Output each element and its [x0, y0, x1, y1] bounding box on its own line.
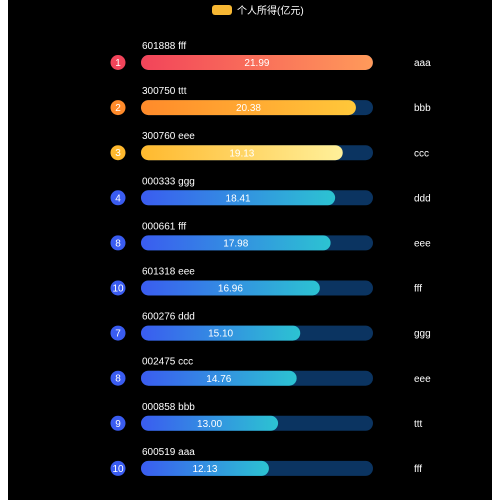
rank-badge	[110, 100, 126, 116]
rank-badge	[110, 190, 126, 206]
bar[interactable]	[141, 370, 297, 386]
bar-value-label: 18.41	[226, 193, 251, 204]
rank-number: 2	[115, 103, 121, 114]
bar-category-label: 600519 aaa	[142, 447, 195, 458]
rank-number: 3	[115, 148, 121, 159]
rank-badge	[110, 55, 126, 70]
bar-right-label: aaa	[414, 58, 431, 69]
bar[interactable]	[141, 415, 279, 431]
bar[interactable]	[141, 190, 336, 206]
rank-number: 7	[115, 329, 121, 340]
rank-number: 1	[115, 58, 121, 69]
bar[interactable]	[141, 280, 320, 296]
rank-number: 8	[115, 238, 121, 249]
bar-value-label: 12.13	[192, 464, 217, 475]
bar-row[interactable]: 601318 eee 10 16.96 fff	[110, 267, 423, 296]
bar-right-label: ddd	[414, 193, 431, 204]
bar-category-label: 601318 eee	[142, 267, 195, 278]
bar-right-label: ggg	[414, 329, 431, 340]
bar[interactable]	[141, 145, 343, 161]
rank-number: 8	[115, 374, 121, 385]
bar-value-label: 20.38	[236, 103, 261, 114]
rank-number: 9	[115, 419, 121, 430]
bar[interactable]	[141, 460, 269, 476]
bar-value-label: 17.98	[223, 239, 248, 250]
bar-category-label: 000661 fff	[142, 221, 186, 232]
rank-badge	[110, 235, 126, 251]
rank-badge	[110, 460, 126, 476]
bar-right-label: eee	[414, 374, 431, 385]
bar-row[interactable]: 300750 ttt 2 20.38 bbb	[110, 86, 432, 116]
bar-right-label: fff	[414, 284, 422, 295]
bar-value-label: 19.13	[229, 148, 254, 159]
bar[interactable]	[141, 235, 331, 251]
rank-badge	[110, 325, 126, 341]
bar-right-label: ccc	[414, 148, 429, 159]
bar-value-label: 13.00	[197, 419, 222, 430]
legend-swatch[interactable]	[212, 5, 232, 15]
bar-row[interactable]: 300760 eee 3 19.13 ccc	[110, 131, 430, 161]
rank-badge	[110, 415, 126, 431]
bar-right-label: eee	[414, 239, 431, 250]
bar-row[interactable]: 000661 fff 8 17.98 eee	[110, 221, 432, 251]
bar-value-label: 16.96	[218, 284, 243, 295]
bar-category-label: 300750 ttt	[142, 86, 187, 97]
rank-number: 4	[115, 193, 121, 204]
bar-category-label: 600276 ddd	[142, 312, 195, 323]
bar-row[interactable]: 600519 aaa 10 12.13 fff	[110, 447, 423, 476]
bar-value-label: 15.10	[208, 329, 233, 340]
bar[interactable]	[141, 100, 356, 116]
bar-category-label: 300760 eee	[142, 131, 195, 142]
rank-number: 10	[112, 284, 124, 295]
bar-row[interactable]: 000333 ggg 4 18.41 ddd	[110, 176, 431, 206]
rank-badge	[110, 280, 126, 296]
bar-value-label: 14.76	[206, 374, 231, 385]
rank-number: 10	[112, 464, 124, 475]
legend[interactable]: 个人所得(亿元)	[212, 4, 304, 17]
rank-badge	[110, 145, 126, 161]
bar-row[interactable]: 000858 bbb 9 13.00 ttt	[110, 402, 423, 431]
chart-area: 个人所得(亿元) 601888 fff 1 21.99 aaa 300750 ttt 2 2…	[8, 0, 492, 500]
ranking-bar-chart: 个人所得(亿元) 601888 fff 1 21.99 aaa 300750 ttt 2 2…	[110, 4, 432, 476]
bar-category-label: 000858 bbb	[142, 402, 195, 413]
bar[interactable]	[141, 325, 301, 341]
bar-category-label: 601888 fff	[142, 41, 186, 52]
bar[interactable]	[141, 55, 373, 70]
bar-category-label: 002475 ccc	[142, 357, 193, 368]
bar-row[interactable]: 002475 ccc 8 14.76 eee	[110, 357, 432, 386]
bar-row[interactable]: 600276 ddd 7 15.10 ggg	[110, 312, 431, 341]
bar-value-label: 21.99	[244, 58, 269, 69]
bar-right-label: fff	[414, 464, 422, 475]
bar-row[interactable]: 601888 fff 1 21.99 aaa	[110, 41, 432, 70]
bar-category-label: 000333 ggg	[142, 176, 195, 187]
bar-right-label: ttt	[414, 419, 423, 430]
rank-badge	[110, 370, 126, 386]
bar-right-label: bbb	[414, 103, 431, 114]
legend-label[interactable]: 个人所得(亿元)	[237, 4, 304, 17]
